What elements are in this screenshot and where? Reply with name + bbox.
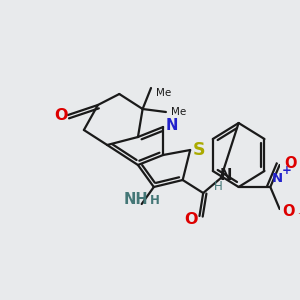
Text: ⁻: ⁻: [297, 211, 300, 224]
Text: N: N: [165, 118, 178, 133]
Text: H: H: [150, 194, 160, 208]
Text: S: S: [192, 141, 205, 159]
Text: O: O: [283, 205, 295, 220]
Text: O: O: [184, 212, 198, 226]
Text: N: N: [272, 172, 283, 185]
Text: Me: Me: [171, 107, 186, 117]
Text: O: O: [285, 155, 297, 170]
Text: N: N: [219, 167, 232, 182]
Text: Me: Me: [156, 88, 171, 98]
Text: O: O: [54, 107, 67, 122]
Text: H: H: [214, 181, 223, 194]
Text: NH: NH: [124, 193, 148, 208]
Text: +: +: [282, 164, 292, 178]
